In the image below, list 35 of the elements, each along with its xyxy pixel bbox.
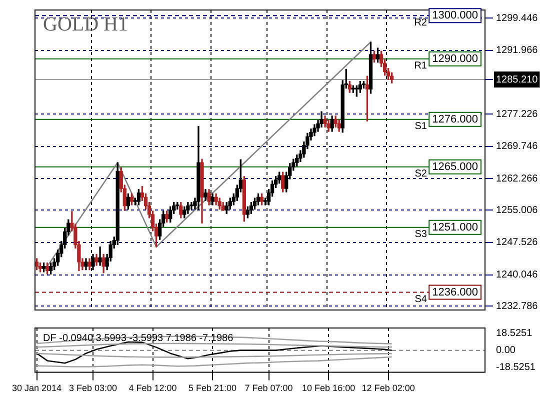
x-tick-label: 10 Feb 16:00 bbox=[302, 383, 356, 394]
y-tick-label: 1269.746 bbox=[496, 141, 538, 152]
x-tick-label: 3 Feb 03:00 bbox=[68, 383, 118, 394]
y-tick-label: 1255.006 bbox=[496, 204, 538, 216]
y-tick-label: 18.5251 bbox=[496, 328, 533, 340]
x-tick-label: 12 Feb 02:00 bbox=[362, 383, 415, 394]
y-tick-label: 1262.266 bbox=[496, 173, 538, 184]
annotation: S1 bbox=[414, 121, 428, 132]
annotation: R1 bbox=[414, 60, 428, 72]
y-tick-label: 1299.446 bbox=[496, 12, 538, 24]
y-tick-label: 0.00 bbox=[496, 345, 516, 356]
ref-line-label: 1251.000 bbox=[432, 221, 478, 234]
x-tick-label: 30 Jan 2014 bbox=[12, 383, 62, 394]
y-tick-label: 1247.526 bbox=[496, 237, 538, 248]
y-tick-label: 1240.046 bbox=[496, 270, 538, 281]
ref-line-label: 1300.000 bbox=[432, 10, 478, 22]
ref-line-label: 1276.000 bbox=[432, 113, 478, 126]
ref-line-label: 1236.000 bbox=[432, 286, 478, 298]
y-tick-label: 1232.786 bbox=[496, 300, 538, 312]
annotation: R2 bbox=[414, 17, 428, 28]
annotation: S4 bbox=[414, 294, 428, 306]
y-tick-label: 1291.966 bbox=[496, 45, 538, 56]
ref-line-label: 1290.000 bbox=[432, 52, 478, 65]
x-tick-label: 7 Feb 07:00 bbox=[244, 383, 293, 394]
y-tick-label: -18.5251 bbox=[496, 362, 536, 373]
y-tick-label: 1277.226 bbox=[496, 108, 538, 120]
y-tick-label: 1285.210 bbox=[496, 74, 538, 86]
annotation: S2 bbox=[414, 168, 428, 180]
ref-line-label: 1265.000 bbox=[432, 160, 478, 173]
x-tick-label: 4 Feb 12:00 bbox=[128, 383, 177, 394]
chart-title: GOLD H1 bbox=[43, 13, 128, 36]
text: DF -0.0940 3.5993 -3.5993 7.1986 -7.1986 bbox=[43, 332, 234, 344]
x-tick-label: 5 Feb 21:00 bbox=[188, 383, 237, 394]
candlestick bbox=[98, 246, 102, 266]
annotation: S3 bbox=[414, 229, 428, 240]
